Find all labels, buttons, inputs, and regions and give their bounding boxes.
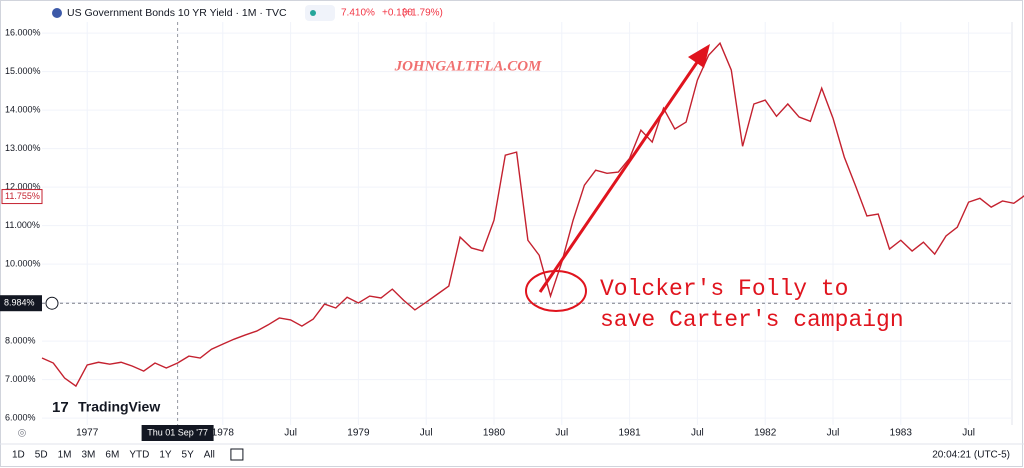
- x-tick-label: Jul: [691, 428, 704, 439]
- x-tick-label: 1983: [890, 428, 913, 439]
- x-tick-label: 1978: [212, 428, 235, 439]
- price-label: 11.755%: [5, 191, 40, 201]
- last-price: 7.410%: [341, 8, 375, 19]
- status-dot: [310, 10, 316, 16]
- x-tick-label: 1982: [754, 428, 777, 439]
- y-tick-label: 15.000%: [5, 66, 41, 76]
- range-button[interactable]: 5D: [35, 450, 48, 461]
- y-tick-label: 11.000%: [5, 220, 40, 230]
- x-tick-label: 1977: [76, 428, 99, 439]
- x-tick-label: Jul: [420, 428, 433, 439]
- x-tick-label: Jul: [555, 428, 568, 439]
- clock: 20:04:21 (UTC-5): [932, 450, 1010, 461]
- y-tick-label: 8.000%: [5, 335, 36, 345]
- range-button[interactable]: YTD: [129, 450, 149, 461]
- status-badge: [305, 5, 335, 21]
- line-series: [41, 41, 1024, 388]
- x-tick-label: 1980: [483, 428, 506, 439]
- arrow-head: [688, 44, 710, 68]
- range-button[interactable]: 1Y: [159, 450, 172, 461]
- symbol-title: US Government Bonds 10 YR Yield · 1M · T…: [67, 7, 287, 19]
- x-tick-label: 1979: [347, 428, 370, 439]
- logo: TradingView: [78, 399, 160, 415]
- x-tick-label: 1981: [618, 428, 641, 439]
- change: +0.130: [382, 8, 413, 19]
- logo-mark: 17: [52, 399, 69, 416]
- flag-icon: [52, 8, 62, 18]
- annotation-arrow: [538, 57, 702, 293]
- change-percent: (+1.79%): [402, 8, 443, 19]
- range-button[interactable]: All: [204, 450, 215, 461]
- y-tick-label: 7.000%: [5, 374, 36, 384]
- crosshair-x-badge: [141, 425, 214, 441]
- y-tick-label: 16.000%: [5, 28, 41, 38]
- watermark: JOHNGALTFLA.COM: [394, 58, 542, 74]
- y-tick-label: 13.000%: [5, 143, 41, 153]
- x-tick-label: Jul: [827, 428, 840, 439]
- crosshair-y-badge: [0, 295, 42, 312]
- x-tick-label: Jul: [962, 428, 975, 439]
- add-button[interactable]: [45, 296, 59, 310]
- annotation-line: save Carter's campaign: [600, 307, 904, 333]
- range-button[interactable]: 1M: [58, 450, 72, 461]
- range-button[interactable]: 3M: [82, 450, 96, 461]
- toolbar: 1D 5D 1M 3M 6M YTD 1Y 5Y All: [12, 448, 244, 461]
- y-tick-label: 14.000%: [5, 105, 41, 115]
- crosshair-x-label: Thu 01 Sep '77: [147, 427, 208, 437]
- y-tick-label: 12.000%: [5, 182, 41, 192]
- crosshair-y-label: 8.984%: [4, 298, 35, 308]
- y-tick-label: 6.000%: [5, 412, 36, 422]
- range-button[interactable]: 6M: [105, 450, 119, 461]
- grid: [42, 22, 1012, 425]
- range-button[interactable]: 5Y: [182, 450, 195, 461]
- calendar-icon[interactable]: [230, 448, 244, 461]
- range-button[interactable]: 1D: [12, 450, 25, 461]
- y-tick-label: 10.000%: [5, 258, 41, 268]
- annotation-line: Volcker's Folly to: [600, 276, 848, 302]
- x-tick-label: Jul: [284, 428, 297, 439]
- price-badge: [1, 189, 43, 205]
- settings-icon[interactable]: ◎: [18, 428, 27, 439]
